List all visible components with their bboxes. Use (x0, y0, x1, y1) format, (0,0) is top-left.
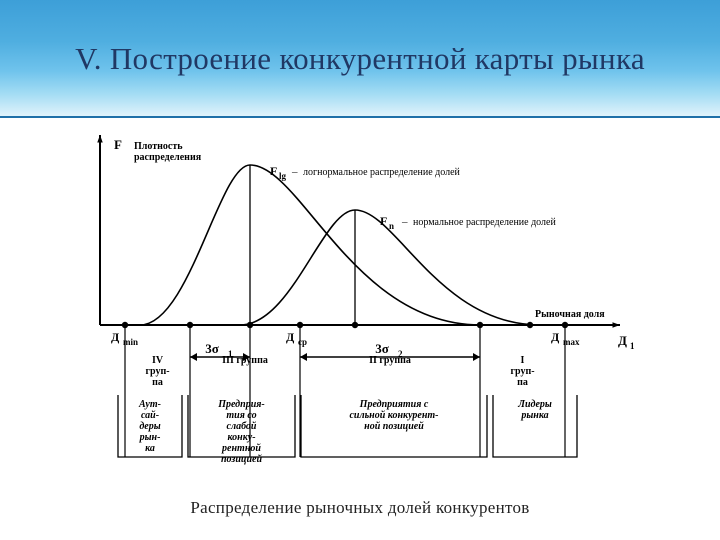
svg-text:–: – (291, 166, 298, 178)
svg-text:сай-: сай- (141, 410, 159, 421)
svg-text:рентной: рентной (221, 443, 261, 454)
svg-text:III группа: III группа (222, 355, 268, 366)
svg-text:груп-: груп- (145, 366, 169, 377)
svg-text:Рыночная доля: Рыночная доля (535, 309, 605, 320)
svg-text:Плотность: Плотность (134, 141, 183, 152)
diagram-caption: Распределение рыночных долей конкурентов (0, 498, 720, 518)
svg-text:конку-: конку- (227, 432, 255, 443)
header-underline (0, 116, 720, 118)
svg-text:позицией: позицией (221, 454, 262, 465)
svg-text:Лидеры: Лидеры (517, 399, 552, 410)
svg-text:n: n (389, 221, 394, 231)
svg-text:тия со: тия со (226, 410, 256, 421)
svg-text:ка: ка (145, 443, 155, 454)
svg-text:сильной конкурент-: сильной конкурент- (349, 410, 438, 421)
svg-text:3σ: 3σ (375, 341, 389, 356)
svg-text:Аут-: Аут- (138, 399, 161, 410)
svg-text:груп-: груп- (510, 366, 534, 377)
svg-text:логнормальное распределение до: логнормальное распределение долей (303, 167, 461, 178)
svg-text:па: па (517, 377, 528, 388)
svg-text:Предприятия с: Предприятия с (359, 399, 429, 410)
svg-text:Д: Д (618, 333, 627, 348)
diagram-container: FПлотностьраспределенияРыночная доляД1Fl… (60, 125, 660, 465)
svg-text:ср: ср (298, 337, 307, 347)
svg-text:I: I (521, 355, 525, 366)
svg-text:Д: Д (286, 330, 295, 344)
svg-text:рынка: рынка (520, 410, 548, 421)
distribution-diagram: FПлотностьраспределенияРыночная доляД1Fl… (60, 125, 660, 465)
slide-title: V. Построение конкурентной карты рынка (75, 40, 645, 79)
svg-text:II группа: II группа (369, 355, 411, 366)
svg-text:Д: Д (551, 330, 560, 344)
svg-text:ной позицией: ной позицией (364, 421, 424, 432)
svg-text:деры: деры (139, 421, 160, 432)
svg-text:F: F (270, 164, 277, 178)
svg-text:F: F (114, 137, 122, 152)
svg-text:IV: IV (152, 355, 164, 366)
svg-text:Предприя-: Предприя- (217, 399, 265, 410)
svg-text:1: 1 (630, 341, 635, 351)
svg-text:нормальное распределение долей: нормальное распределение долей (413, 217, 556, 228)
svg-text:па: па (152, 377, 163, 388)
svg-text:Д: Д (111, 330, 120, 344)
svg-text:lg: lg (279, 171, 287, 181)
slide-header: V. Построение конкурентной карты рынка (0, 0, 720, 118)
svg-text:рын-: рын- (139, 432, 161, 443)
svg-text:слабой: слабой (227, 421, 257, 432)
svg-text:–: – (401, 216, 408, 228)
svg-text:F: F (380, 214, 387, 228)
svg-text:3σ: 3σ (205, 341, 219, 356)
svg-text:распределения: распределения (134, 152, 202, 163)
